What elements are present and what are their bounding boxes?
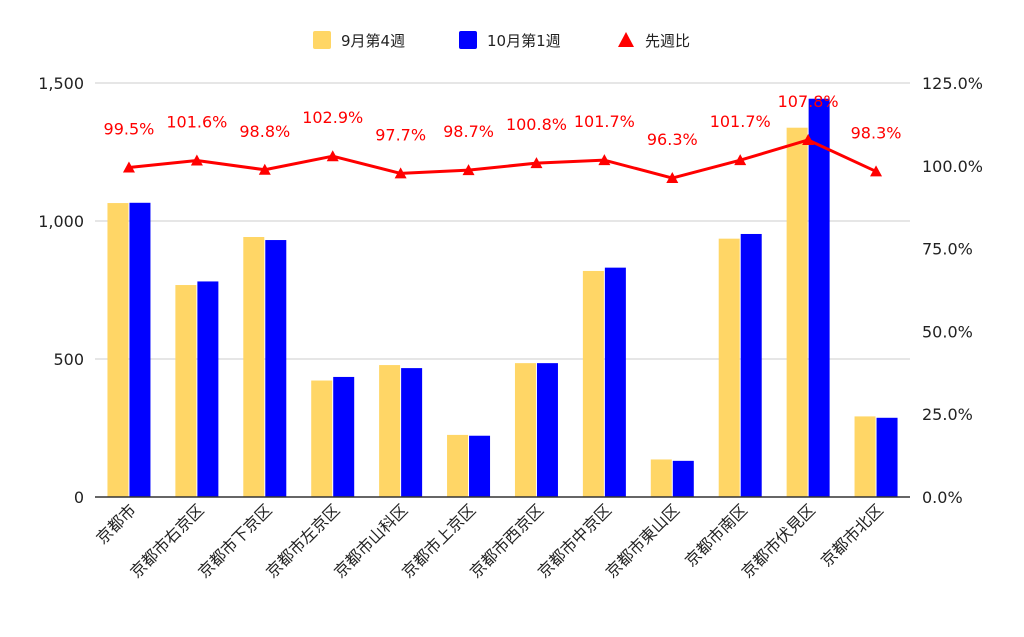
ratio-marker-triangle <box>666 172 679 184</box>
bar <box>854 416 876 497</box>
y-left-tick-label: 1,500 <box>38 74 84 93</box>
bar <box>740 233 762 498</box>
bar <box>243 237 265 497</box>
ratio-data-label: 98.7% <box>443 122 494 141</box>
category-label: 京都市南区 <box>681 500 751 570</box>
y-right-tick-label: 75.0% <box>922 240 973 259</box>
ratio-data-label: 100.8% <box>506 115 567 134</box>
ratio-marker-triangle <box>802 133 815 145</box>
bar <box>650 459 672 497</box>
ratio-data-label: 97.7% <box>375 125 426 144</box>
bar <box>107 203 129 497</box>
legend-label: 10月第1週 <box>487 32 561 50</box>
bar <box>379 365 401 497</box>
bar <box>401 368 423 497</box>
legend: 9月第4週 10月第1週 先週比 <box>313 31 690 50</box>
y-left-tick-label: 500 <box>53 350 84 369</box>
category-label: 京都市北区 <box>817 500 887 570</box>
ratio-marker-triangle <box>870 165 883 177</box>
bar <box>876 417 898 497</box>
bar <box>447 434 469 497</box>
ratio-data-label: 96.3% <box>647 130 698 149</box>
y-right-tick-label: 125.0% <box>922 74 983 93</box>
bar <box>582 270 604 497</box>
bar <box>604 267 626 497</box>
ratio-line-path <box>128 138 877 180</box>
ratio-marker-triangle <box>190 154 203 166</box>
ratio-data-label: 99.5% <box>104 119 155 138</box>
ratio-marker-triangle <box>122 161 135 173</box>
bar <box>311 380 333 497</box>
ratio-line <box>122 133 883 184</box>
bar <box>129 202 151 497</box>
ratio-data-label: 101.7% <box>574 112 635 131</box>
ratio-marker-triangle <box>462 164 475 176</box>
y-right-tick-label: 25.0% <box>922 405 973 424</box>
y-left-tick-label: 1,000 <box>38 212 84 231</box>
ratio-data-label: 101.7% <box>710 112 771 131</box>
bar <box>469 435 491 497</box>
bar <box>718 238 740 497</box>
y-right-tick-label: 100.0% <box>922 157 983 176</box>
bar <box>175 285 197 497</box>
ratio-marker-triangle <box>598 154 611 166</box>
ratio-marker-triangle <box>258 163 271 175</box>
y-right-tick-label: 0.0% <box>922 488 963 507</box>
ratio-data-label: 101.6% <box>166 113 227 132</box>
bar <box>265 240 287 497</box>
data-labels: 99.5% 101.6% 98.8% 102.9% 97.7% 98.7% 100.8% 10… <box>104 92 902 149</box>
ratio-marker-triangle <box>734 154 747 166</box>
legend-label: 9月第4週 <box>341 32 405 50</box>
legend-swatch <box>313 31 331 49</box>
ratio-data-label: 98.3% <box>851 123 902 142</box>
ratio-marker-triangle <box>326 150 339 162</box>
bar <box>808 98 830 498</box>
bars <box>107 98 898 498</box>
ratio-data-label: 107.8% <box>778 92 839 111</box>
legend-label: 先週比 <box>645 32 690 50</box>
bar <box>672 460 694 497</box>
ratio-marker-triangle <box>530 157 543 169</box>
category-label: 京都市伏見区 <box>738 500 819 581</box>
gridlines <box>95 82 910 360</box>
ratio-data-label: 98.8% <box>239 122 290 141</box>
bar <box>333 376 355 497</box>
y-right-tick-label: 50.0% <box>922 322 973 341</box>
category-label: 京都市 <box>92 500 139 547</box>
bar <box>197 281 219 497</box>
y-left-tick-label: 0 <box>74 488 84 507</box>
legend-swatch <box>459 31 477 49</box>
category-label: 京都市東山区 <box>602 500 683 581</box>
legend-triangle-icon <box>618 32 634 47</box>
ratio-marker-triangle <box>394 167 407 179</box>
bar <box>536 363 558 497</box>
bar <box>514 363 536 497</box>
bar <box>786 127 808 497</box>
ratio-data-label: 102.9% <box>302 108 363 127</box>
